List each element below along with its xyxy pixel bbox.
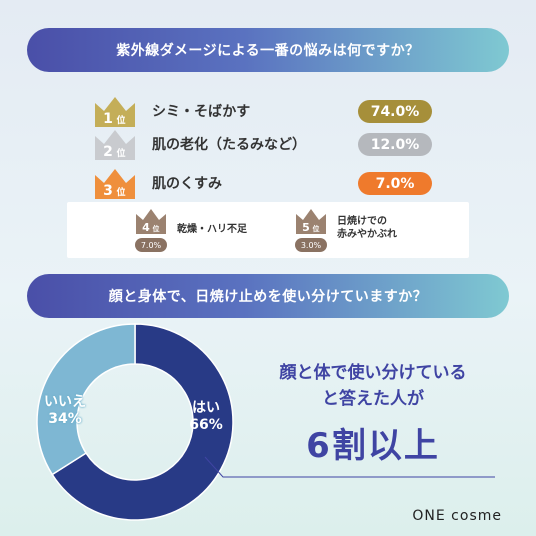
donut-slice-1 <box>36 323 136 476</box>
slice-yes-label: はい <box>192 400 220 416</box>
svg-text:位: 位 <box>116 114 125 126</box>
slice-yes-text: はい 66% <box>186 400 226 434</box>
rank-2-label: 肌の老化（たるみなど） <box>152 137 306 153</box>
svg-text:5: 5 <box>302 221 310 234</box>
rank-2-value: 12.0% <box>358 133 432 156</box>
svg-text:4: 4 <box>142 221 150 234</box>
question-2-text: 顔と身体で、日焼け止めを使い分けていますか？ <box>108 289 428 305</box>
question-1-text: 紫外線ダメージによる一番の悩みは何ですか？ <box>116 43 420 59</box>
rank-5-label-line1: 日焼けでの <box>337 216 387 227</box>
rank-5-value: 3.0% <box>295 238 327 252</box>
slice-no-label: いいえ <box>44 394 86 410</box>
rank-3-label: 肌のくすみ <box>152 176 222 192</box>
rank-5-label-line2: 赤みやかぶれ <box>337 229 397 240</box>
crown-1-icon: 1 位 <box>90 93 140 129</box>
crown-3-icon: 3 位 <box>90 165 140 201</box>
question-banner-2: 顔と身体で、日焼け止めを使い分けていますか？ <box>27 274 509 318</box>
slice-yes-value: 66% <box>189 417 223 433</box>
svg-text:位: 位 <box>313 224 320 233</box>
svg-text:3: 3 <box>103 183 113 199</box>
rank-5-item: 5 位 3.0% 日焼けでの 赤みやかぶれ <box>293 206 453 254</box>
donut-chart <box>36 323 234 521</box>
donut-slice-0 <box>51 323 234 521</box>
minor-ranks-box: 4 位 7.0% 乾燥・ハリ不足 5 位 3.0% 日焼けでの 赤みやかぶれ <box>67 202 469 258</box>
slice-no-text: いいえ 34% <box>40 394 90 428</box>
result-line-1: 顔と体で使い分けている <box>279 363 467 383</box>
rank-4-value: 7.0% <box>135 238 167 252</box>
svg-text:位: 位 <box>116 186 125 198</box>
rank-4-label: 乾燥・ハリ不足 <box>177 224 247 235</box>
svg-text:位: 位 <box>116 147 125 159</box>
rank-row-3: 3 位 肌のくすみ 7.0% <box>90 165 450 201</box>
rank-row-2: 2 位 肌の老化（たるみなど） 12.0% <box>90 126 450 162</box>
svg-text:2: 2 <box>103 144 113 160</box>
result-line-2: と答えた人が <box>322 389 424 409</box>
question-banner-1: 紫外線ダメージによる一番の悩みは何ですか？ <box>27 28 509 72</box>
result-highlight: 6割以上 <box>306 426 440 466</box>
rank-1-label: シミ・そばかす <box>152 104 251 120</box>
brand-logo: ONE cosme <box>412 508 502 524</box>
svg-text:1: 1 <box>103 111 113 127</box>
crown-5-icon: 5 位 <box>293 206 329 236</box>
rank-row-1: 1 位 シミ・そばかす 74.0% <box>90 93 450 129</box>
slice-no-value: 34% <box>48 411 82 427</box>
rank-3-value: 7.0% <box>358 172 432 195</box>
rank-4-item: 4 位 7.0% 乾燥・ハリ不足 <box>133 206 283 254</box>
crown-4-icon: 4 位 <box>133 206 169 236</box>
crown-2-icon: 2 位 <box>90 126 140 162</box>
leader-line <box>204 456 495 478</box>
rank-1-value: 74.0% <box>358 100 432 123</box>
svg-text:位: 位 <box>153 224 160 233</box>
